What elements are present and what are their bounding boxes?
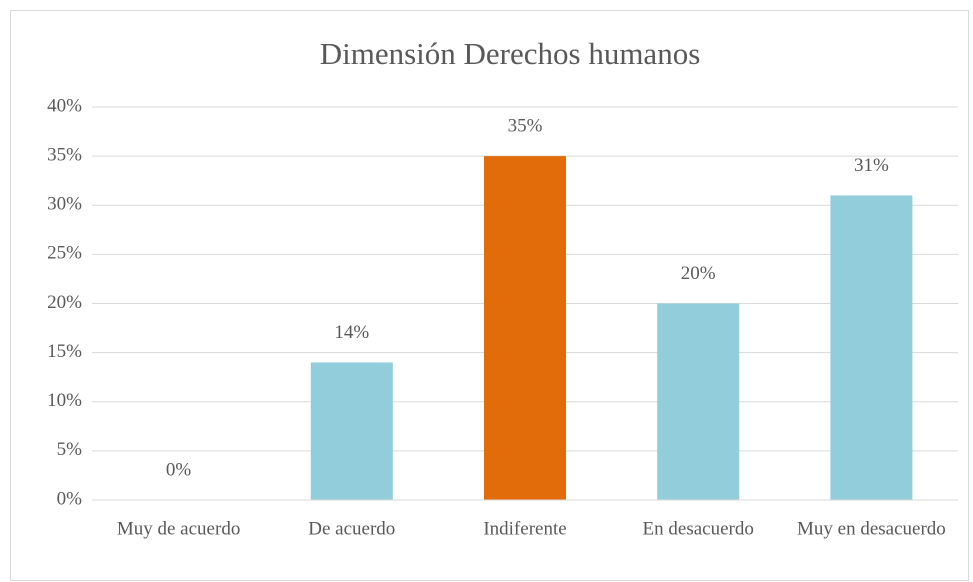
chart-title: Dimensión Derechos humanos (320, 36, 701, 71)
data-label: 14% (334, 322, 369, 343)
data-label: 35% (508, 115, 543, 136)
y-tick-label: 35% (47, 144, 82, 165)
y-tick-label: 25% (47, 243, 82, 264)
x-tick-label: De acuerdo (308, 518, 395, 539)
bar (830, 195, 913, 501)
bar (310, 362, 393, 500)
y-tick-label: 30% (47, 194, 82, 215)
data-label: 20% (681, 263, 716, 284)
data-label: 0% (166, 459, 192, 480)
bar (484, 156, 566, 500)
x-tick-label: En desacuerdo (643, 518, 754, 539)
y-tick-label: 5% (57, 439, 83, 460)
y-tick-label: 20% (47, 292, 82, 313)
y-tick-label: 40% (47, 95, 82, 116)
bar (657, 303, 740, 500)
y-tick-label: 15% (47, 341, 82, 362)
x-tick-label: Muy de acuerdo (117, 518, 240, 539)
y-tick-label: 0% (57, 488, 83, 509)
x-tick-label: Muy en desacuerdo (797, 518, 946, 539)
y-tick-label: 10% (47, 390, 82, 411)
x-tick-label: Indiferente (483, 518, 566, 539)
data-label: 31% (854, 155, 889, 176)
